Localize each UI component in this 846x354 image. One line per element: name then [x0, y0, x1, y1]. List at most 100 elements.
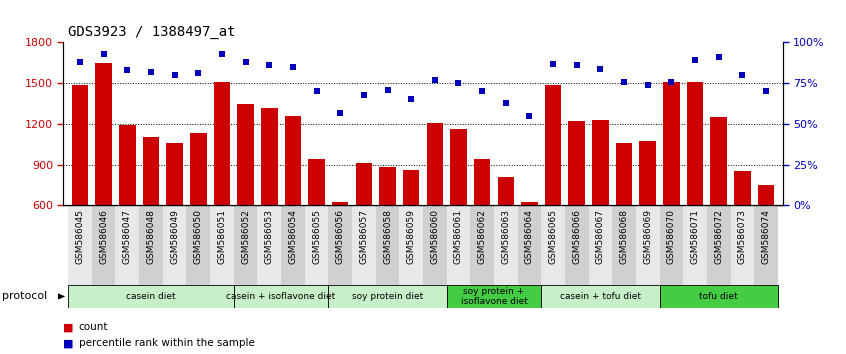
- Text: soy protein +
isoflavone diet: soy protein + isoflavone diet: [460, 287, 527, 306]
- Bar: [707, 205, 730, 285]
- Text: GSM586063: GSM586063: [502, 209, 510, 264]
- Text: GSM586068: GSM586068: [619, 209, 629, 264]
- Bar: [281, 205, 305, 285]
- Bar: [214, 82, 230, 287]
- Bar: [423, 205, 447, 285]
- Bar: [119, 125, 135, 287]
- Bar: [569, 121, 585, 287]
- Text: GSM586055: GSM586055: [312, 209, 321, 264]
- Bar: [541, 285, 660, 308]
- Bar: [754, 205, 777, 285]
- Text: GSM586067: GSM586067: [596, 209, 605, 264]
- Bar: [72, 85, 88, 287]
- Text: GSM586060: GSM586060: [431, 209, 439, 264]
- Text: casein diet: casein diet: [126, 292, 176, 301]
- Bar: [426, 122, 443, 287]
- Bar: [640, 141, 656, 287]
- Bar: [139, 205, 162, 285]
- Bar: [636, 205, 660, 285]
- Text: GSM586061: GSM586061: [454, 209, 463, 264]
- Bar: [305, 205, 328, 285]
- Bar: [376, 205, 399, 285]
- Text: percentile rank within the sample: percentile rank within the sample: [79, 338, 255, 348]
- Text: GSM586059: GSM586059: [407, 209, 415, 264]
- Text: GSM586052: GSM586052: [241, 209, 250, 264]
- Bar: [116, 205, 139, 285]
- Bar: [233, 205, 257, 285]
- Bar: [684, 205, 707, 285]
- Bar: [352, 205, 376, 285]
- Bar: [470, 205, 494, 285]
- Bar: [758, 185, 774, 287]
- Text: casein + tofu diet: casein + tofu diet: [560, 292, 641, 301]
- Text: GSM586066: GSM586066: [572, 209, 581, 264]
- Bar: [69, 205, 92, 285]
- Bar: [162, 205, 186, 285]
- Bar: [403, 170, 420, 287]
- Text: GSM586073: GSM586073: [738, 209, 747, 264]
- Bar: [233, 285, 328, 308]
- Bar: [545, 85, 562, 287]
- Bar: [521, 202, 538, 287]
- Bar: [238, 103, 254, 287]
- Text: GSM586072: GSM586072: [714, 209, 723, 264]
- Bar: [190, 133, 206, 287]
- Text: GSM586054: GSM586054: [288, 209, 298, 264]
- Bar: [257, 205, 281, 285]
- Text: tofu diet: tofu diet: [700, 292, 738, 301]
- Bar: [663, 82, 679, 287]
- Bar: [494, 205, 518, 285]
- Bar: [308, 159, 325, 287]
- Text: count: count: [79, 322, 108, 332]
- Bar: [660, 205, 684, 285]
- Bar: [450, 129, 467, 287]
- Text: protocol: protocol: [2, 291, 47, 302]
- Text: GSM586049: GSM586049: [170, 209, 179, 264]
- Bar: [616, 143, 632, 287]
- Bar: [734, 171, 750, 287]
- Text: GSM586070: GSM586070: [667, 209, 676, 264]
- Bar: [399, 205, 423, 285]
- Bar: [660, 285, 777, 308]
- Bar: [687, 82, 703, 287]
- Bar: [284, 116, 301, 287]
- Bar: [92, 205, 116, 285]
- Text: GSM586053: GSM586053: [265, 209, 274, 264]
- Text: GSM586047: GSM586047: [123, 209, 132, 264]
- Bar: [186, 205, 210, 285]
- Bar: [613, 205, 636, 285]
- Bar: [541, 205, 565, 285]
- Bar: [328, 205, 352, 285]
- Text: soy protein diet: soy protein diet: [352, 292, 423, 301]
- Text: GSM586048: GSM586048: [146, 209, 156, 264]
- Text: GSM586051: GSM586051: [217, 209, 227, 264]
- Bar: [447, 285, 541, 308]
- Bar: [210, 205, 233, 285]
- Bar: [589, 205, 613, 285]
- Bar: [96, 63, 112, 287]
- Bar: [143, 137, 159, 287]
- Bar: [69, 285, 233, 308]
- Text: GSM586074: GSM586074: [761, 209, 771, 264]
- Text: GSM586045: GSM586045: [75, 209, 85, 264]
- Bar: [355, 163, 372, 287]
- Bar: [474, 159, 491, 287]
- Text: GSM586069: GSM586069: [643, 209, 652, 264]
- Text: GSM586071: GSM586071: [690, 209, 700, 264]
- Bar: [261, 108, 277, 287]
- Bar: [328, 285, 447, 308]
- Text: GSM586056: GSM586056: [336, 209, 344, 264]
- Bar: [379, 167, 396, 287]
- Bar: [711, 117, 727, 287]
- Text: GSM586065: GSM586065: [548, 209, 558, 264]
- Text: ■: ■: [63, 322, 74, 332]
- Bar: [332, 202, 349, 287]
- Bar: [518, 205, 541, 285]
- Text: GSM586057: GSM586057: [360, 209, 368, 264]
- Text: GSM586050: GSM586050: [194, 209, 203, 264]
- Text: GSM586058: GSM586058: [383, 209, 392, 264]
- Bar: [592, 120, 608, 287]
- Text: casein + isoflavone diet: casein + isoflavone diet: [227, 292, 336, 301]
- Text: GSM586062: GSM586062: [478, 209, 486, 264]
- Text: GSM586064: GSM586064: [525, 209, 534, 264]
